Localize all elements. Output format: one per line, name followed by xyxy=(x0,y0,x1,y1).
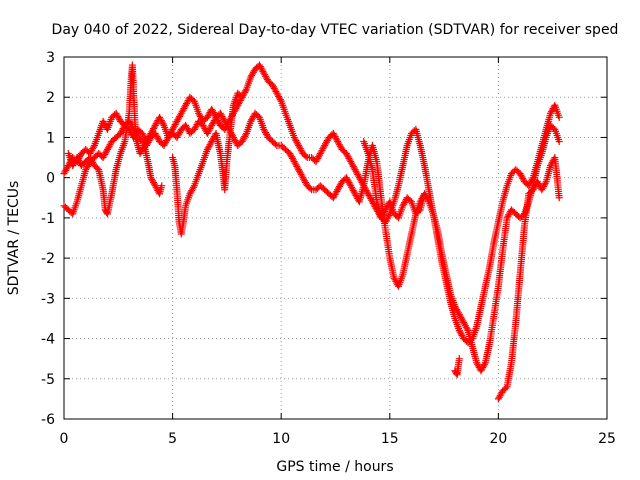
data-point xyxy=(158,182,166,190)
chart-title: Day 040 of 2022, Sidereal Day-to-day VTE… xyxy=(52,22,619,38)
x-axis-label: GPS time / hours xyxy=(276,459,393,475)
y-tick-label: -1 xyxy=(41,211,55,227)
y-axis-label: SDTVAR / TECUs xyxy=(6,181,22,296)
grid-lines xyxy=(64,57,607,419)
data-point xyxy=(159,120,167,128)
y-tick-label: -5 xyxy=(41,372,55,388)
series-track-a xyxy=(60,61,563,347)
data-point xyxy=(276,96,284,104)
y-tick-label: -3 xyxy=(41,291,55,307)
data-point xyxy=(555,194,563,202)
data-markers xyxy=(60,61,563,403)
x-tick-label: 5 xyxy=(168,431,177,447)
data-point xyxy=(242,131,250,139)
y-tick-label: 0 xyxy=(46,171,55,187)
plot-frame xyxy=(63,56,608,420)
x-tick-label: 10 xyxy=(272,431,290,447)
data-point xyxy=(541,179,549,187)
data-point xyxy=(90,143,98,151)
data-point xyxy=(555,113,563,121)
data-point xyxy=(242,87,250,95)
data-point xyxy=(302,152,310,160)
x-tick-labels: 0 5 10 15 20 25 xyxy=(60,431,616,447)
y-tick-label: -4 xyxy=(41,332,55,348)
data-point xyxy=(271,140,279,148)
y-tick-label: 3 xyxy=(46,50,55,66)
y-tick-label: 2 xyxy=(46,90,55,106)
data-point xyxy=(455,355,463,363)
x-tick-label: 0 xyxy=(60,431,69,447)
y-tick-labels: -6 -5 -4 -3 -2 -1 0 1 2 3 xyxy=(41,50,55,428)
data-point xyxy=(463,325,471,333)
axis-ticks xyxy=(63,56,608,420)
series-track-c xyxy=(64,61,563,403)
y-tick-label: -2 xyxy=(41,251,55,267)
data-point xyxy=(237,92,245,100)
y-tick-label: -6 xyxy=(41,412,55,428)
data-point xyxy=(306,184,314,192)
x-tick-label: 15 xyxy=(381,431,399,447)
x-tick-label: 25 xyxy=(598,431,616,447)
x-tick-label: 20 xyxy=(489,431,507,447)
y-tick-label: 1 xyxy=(46,130,55,146)
data-point xyxy=(480,360,488,368)
data-point xyxy=(189,183,197,191)
data-point xyxy=(555,137,563,145)
data-point xyxy=(421,190,429,198)
data-point xyxy=(238,93,246,101)
